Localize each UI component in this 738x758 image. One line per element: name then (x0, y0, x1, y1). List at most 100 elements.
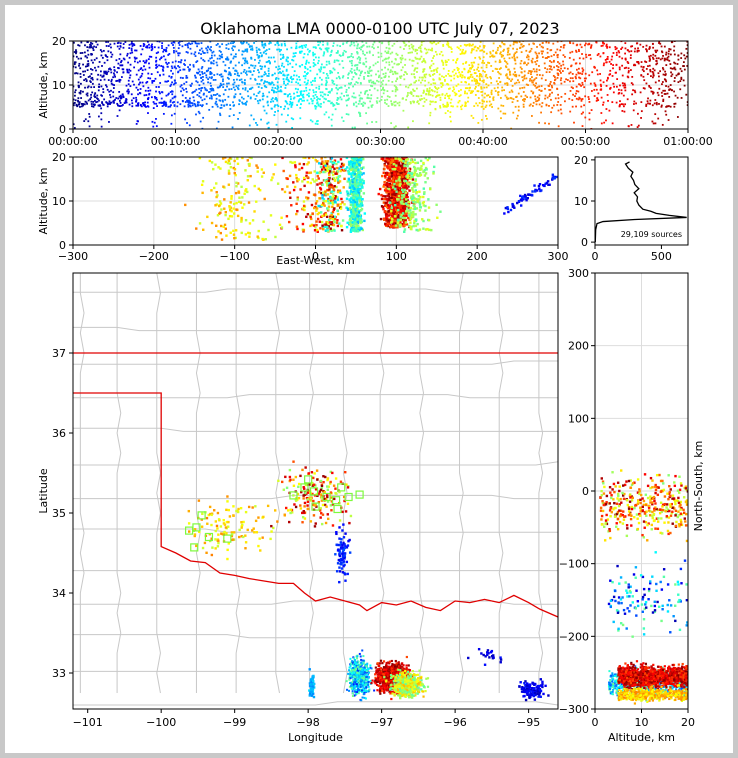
source-point (501, 86, 504, 89)
source-point (530, 73, 532, 76)
source-point (263, 43, 266, 46)
source-point (139, 76, 142, 79)
source-point (602, 52, 605, 55)
source-point (101, 56, 104, 59)
source-point (347, 160, 351, 164)
source-point (293, 74, 295, 77)
source-point (433, 90, 436, 93)
source-point (205, 95, 208, 98)
source-point (606, 46, 609, 49)
source-point (356, 203, 359, 206)
source-point (352, 212, 355, 216)
source-point (434, 86, 436, 88)
source-point (627, 71, 630, 74)
source-point (529, 96, 532, 99)
source-point (472, 43, 474, 46)
source-point (232, 166, 235, 170)
source-point (323, 97, 326, 100)
source-point (324, 157, 327, 159)
source-point (409, 102, 412, 105)
source-point (408, 47, 411, 50)
source-point (201, 66, 204, 68)
source-point (248, 222, 252, 225)
source-point (290, 204, 293, 207)
source-point (392, 73, 394, 76)
source-point (181, 41, 183, 43)
source-point (238, 111, 241, 114)
source-point (680, 70, 683, 73)
source-point (399, 57, 402, 59)
source-point (317, 41, 319, 43)
source-point (477, 84, 480, 87)
source-point (285, 120, 288, 123)
source-point (239, 201, 243, 204)
source-point (279, 89, 282, 92)
source-point (91, 76, 94, 79)
source-point (664, 79, 667, 81)
source-point (109, 103, 111, 105)
source-point (355, 105, 358, 108)
source-point (133, 83, 135, 86)
source-point (335, 221, 339, 224)
source-point (366, 45, 369, 48)
source-point (232, 67, 235, 70)
source-point (290, 106, 293, 108)
source-point (341, 164, 345, 167)
source-point (169, 91, 172, 93)
source-point (448, 94, 451, 97)
source-point (113, 84, 116, 86)
source-point (119, 101, 122, 104)
source-point (302, 162, 306, 166)
source-point (393, 194, 396, 198)
source-point (125, 84, 128, 87)
source-point (333, 167, 336, 170)
source-point (281, 70, 284, 73)
source-point (353, 179, 357, 182)
source-point (264, 85, 267, 88)
source-point (311, 120, 314, 123)
source-point (286, 102, 289, 105)
source-point (414, 67, 417, 70)
source-point (297, 88, 299, 91)
source-point (648, 47, 651, 49)
source-point (140, 105, 143, 108)
source-point (395, 125, 397, 128)
source-point (534, 95, 536, 98)
source-point (560, 82, 563, 85)
source-point (236, 162, 240, 165)
source-point (636, 61, 638, 63)
source-point (595, 41, 598, 44)
source-point (405, 43, 408, 46)
source-point (564, 92, 567, 95)
source-point (243, 68, 246, 71)
source-point (429, 66, 431, 69)
source-point (393, 101, 396, 104)
source-point (466, 43, 469, 46)
source-point (656, 49, 659, 52)
source-point (325, 60, 328, 63)
source-point (220, 84, 223, 87)
source-point (147, 96, 150, 99)
x-tick-label: 00:10:00 (151, 135, 200, 148)
source-point (630, 45, 632, 48)
source-point (640, 74, 643, 77)
source-point (220, 104, 223, 106)
source-point (244, 87, 247, 89)
source-point (329, 72, 332, 75)
source-point (237, 88, 240, 91)
source-point (373, 41, 376, 44)
source-point (210, 49, 212, 52)
source-point (485, 83, 488, 86)
source-point (445, 74, 447, 77)
source-point (381, 194, 385, 198)
source-point (330, 212, 333, 215)
source-point (306, 99, 309, 102)
source-point (528, 79, 531, 82)
source-point (349, 228, 353, 232)
source-point (331, 215, 334, 218)
source-point (471, 79, 473, 82)
source-point (318, 171, 321, 175)
source-point (447, 110, 449, 112)
source-point (610, 58, 613, 61)
source-point (571, 99, 574, 101)
